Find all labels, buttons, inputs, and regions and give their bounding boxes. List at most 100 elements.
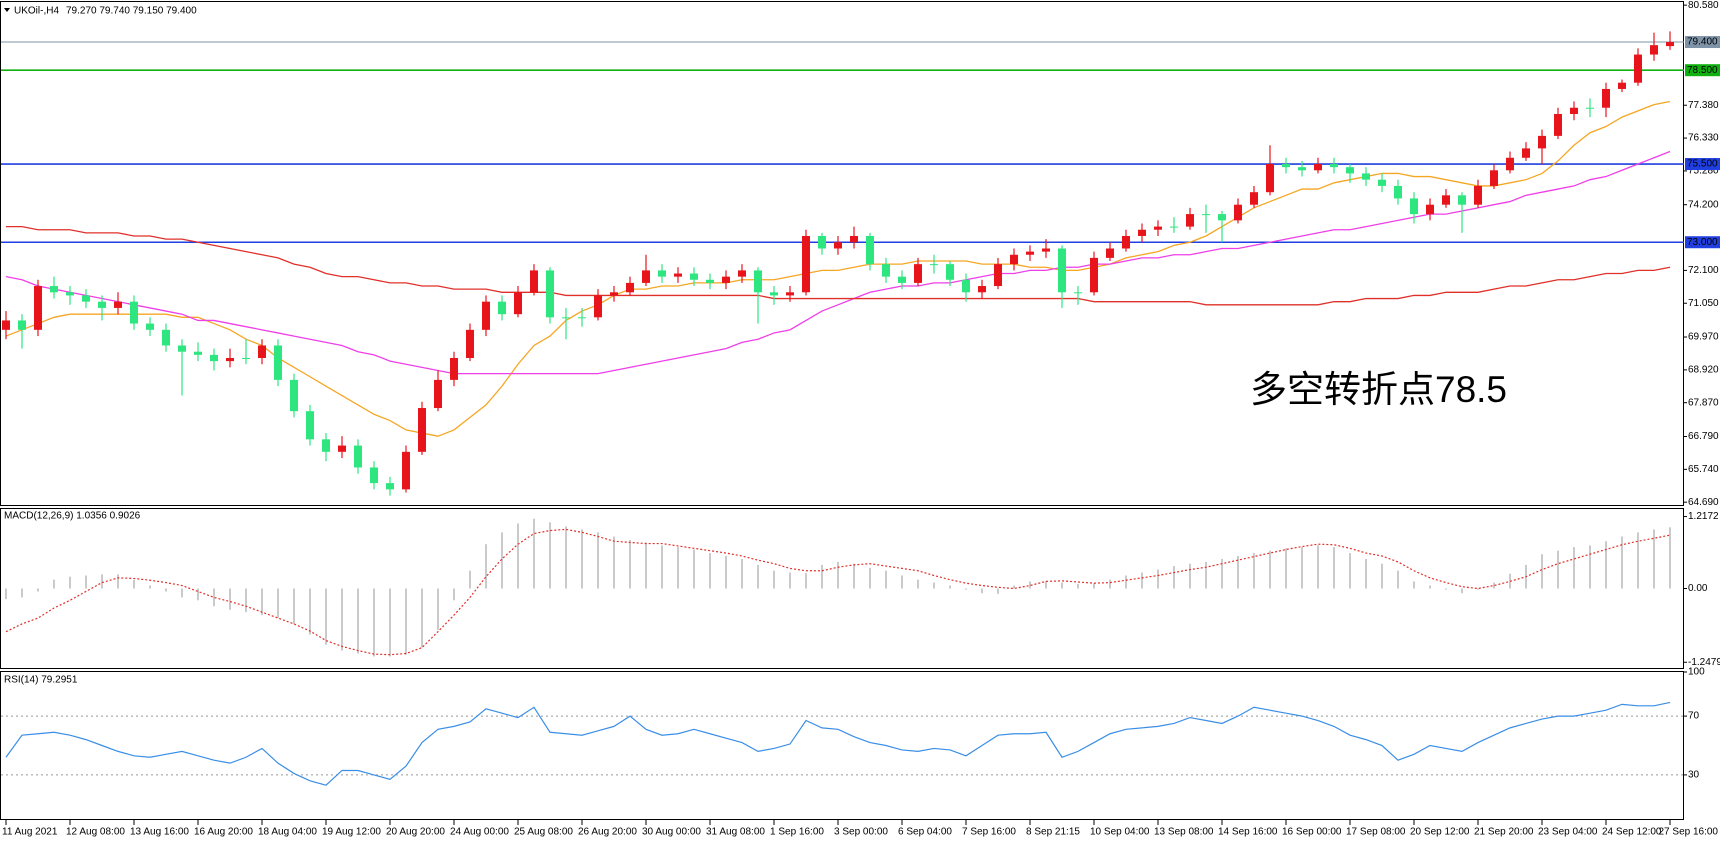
candle-body <box>1010 254 1018 265</box>
x-tick-label: 27 Sep 16:00 <box>1659 827 1719 838</box>
candle-body <box>610 292 618 296</box>
candle-body <box>1074 292 1082 294</box>
candle-body <box>818 235 826 249</box>
candle-body <box>994 264 1002 287</box>
y-tick-label: 69.970 <box>1688 332 1719 343</box>
rsi-line <box>5 701 1671 786</box>
x-tick-label: 18 Aug 04:00 <box>258 827 317 838</box>
candle-body <box>1282 164 1290 168</box>
candle-body <box>1314 164 1322 171</box>
x-tick-label: 12 Aug 08:00 <box>66 827 125 838</box>
candle-body <box>1474 185 1482 205</box>
y-tick-label: 0.00 <box>1688 583 1708 594</box>
candle-body <box>162 329 170 346</box>
candle-body <box>578 317 586 319</box>
x-tick-label: 3 Sep 00:00 <box>834 827 888 838</box>
moving-average <box>5 150 1671 375</box>
candle-body <box>1170 226 1178 228</box>
level-label: 75.500 <box>1687 159 1718 170</box>
candle-body <box>658 270 666 277</box>
candle-body <box>290 379 298 412</box>
x-tick-label: 7 Sep 16:00 <box>962 827 1016 838</box>
x-tick-label: 1 Sep 16:00 <box>770 827 824 838</box>
menu-triangle[interactable] <box>4 8 10 12</box>
candle-body <box>770 292 778 296</box>
candle-body <box>434 379 442 409</box>
candle-body <box>1042 248 1050 252</box>
candle-body <box>1186 214 1194 227</box>
x-tick-label: 20 Sep 12:00 <box>1410 827 1470 838</box>
candle-body <box>1634 54 1642 83</box>
candle-body <box>1458 195 1466 205</box>
y-tick-label: 65.740 <box>1688 464 1719 475</box>
y-tick-label: 70 <box>1688 711 1700 722</box>
x-tick-label: 26 Aug 20:00 <box>578 827 637 838</box>
candle-body <box>338 445 346 452</box>
candle-body <box>914 264 922 283</box>
level-label-box <box>1685 236 1720 249</box>
x-tick-label: 20 Aug 20:00 <box>386 827 445 838</box>
candle-body <box>978 286 986 293</box>
candle-body <box>738 270 746 277</box>
candle-body <box>546 270 554 318</box>
macd-panel <box>0 508 1684 669</box>
candle-body <box>882 264 890 277</box>
candle-body <box>450 357 458 380</box>
candle-body <box>1154 226 1162 230</box>
candle-body <box>226 357 234 362</box>
x-tick-label: 10 Sep 04:00 <box>1090 827 1150 838</box>
candle-body <box>82 295 90 302</box>
candle-body <box>498 301 506 315</box>
symbol: UKOil-,H4 <box>14 6 59 17</box>
candle-body <box>898 276 906 283</box>
y-tick-label: 77.380 <box>1688 100 1719 111</box>
candle-body <box>418 408 426 452</box>
x-tick-label: 30 Aug 00:00 <box>642 827 701 838</box>
candle-body <box>258 345 266 358</box>
candle-body <box>626 282 634 293</box>
candle-body <box>50 286 58 293</box>
candle-body <box>386 483 394 490</box>
candle-body <box>1218 214 1226 221</box>
candle-body <box>210 354 218 362</box>
candle-body <box>1138 229 1146 236</box>
candle-body <box>98 301 106 308</box>
candle-body <box>850 235 858 243</box>
candle-body <box>1570 107 1578 114</box>
ohlc-info: 79.270 79.740 79.150 79.400 <box>66 6 197 17</box>
level-label-box <box>1685 64 1720 77</box>
candle-body <box>1554 113 1562 136</box>
candle-body <box>1490 170 1498 186</box>
candle-body <box>242 357 250 359</box>
y-tick-label: 1.2172 <box>1688 511 1719 522</box>
candle-body <box>866 235 874 265</box>
candle-body <box>1426 204 1434 215</box>
y-tick-label: -1.2479 <box>1688 657 1720 668</box>
candle-body <box>562 317 570 319</box>
candle-body <box>1106 248 1114 258</box>
macd-title: MACD(12,26,9) 1.0356 0.9026 <box>4 511 141 522</box>
candle-body <box>1234 204 1242 221</box>
y-tick-label: 67.870 <box>1688 397 1719 408</box>
y-tick-label: 66.790 <box>1688 431 1719 442</box>
candle-body <box>114 301 122 308</box>
candle-body <box>322 439 330 452</box>
y-tick-label: 100 <box>1688 667 1705 678</box>
x-tick-label: 21 Sep 20:00 <box>1474 827 1534 838</box>
candle-body <box>2 320 10 330</box>
candle-body <box>194 351 202 355</box>
candle-body <box>18 320 26 330</box>
candle-body <box>1330 164 1338 168</box>
candle-body <box>1522 148 1530 158</box>
x-tick-label: 31 Aug 08:00 <box>706 827 765 838</box>
rsi-title: RSI(14) 79.2951 <box>4 675 78 686</box>
candle-body <box>834 242 842 249</box>
signal-line <box>5 528 1671 656</box>
x-tick-label: 13 Sep 08:00 <box>1154 827 1214 838</box>
candle-body <box>514 292 522 315</box>
x-tick-label: 17 Sep 08:00 <box>1346 827 1406 838</box>
candle-body <box>1410 198 1418 215</box>
y-tick-label: 80.580 <box>1688 0 1719 11</box>
candle-body <box>1346 167 1354 174</box>
x-tick-label: 6 Sep 04:00 <box>898 827 952 838</box>
